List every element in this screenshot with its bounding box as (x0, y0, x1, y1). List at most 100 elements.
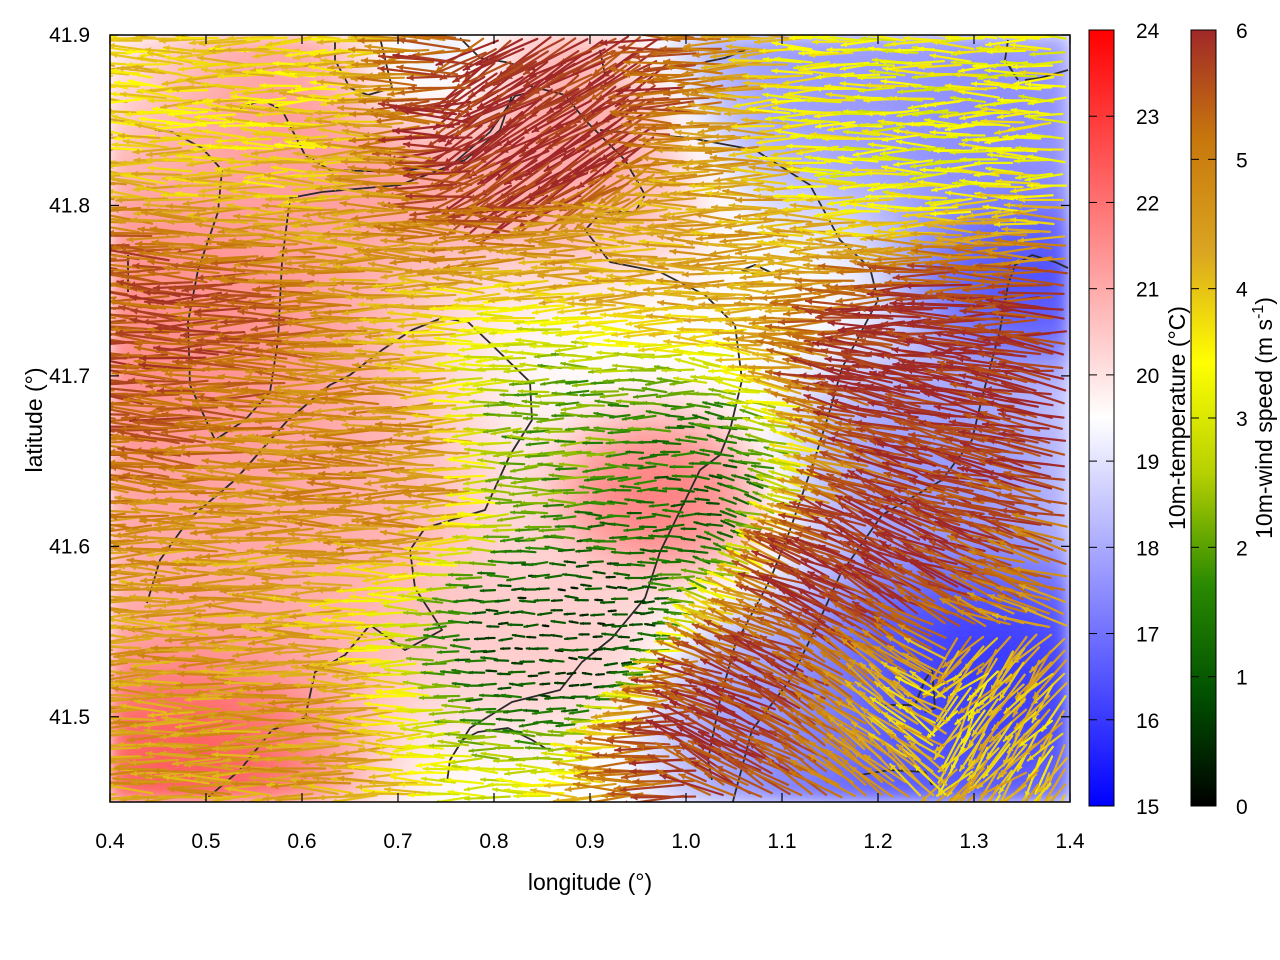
heatmap-cell (529, 700, 551, 723)
heatmap-cell (429, 780, 451, 802)
heatmap-cell (689, 417, 711, 440)
wind-vector (110, 417, 116, 420)
wind-vector (110, 120, 118, 124)
wind-vector (110, 296, 117, 300)
heatmap-cell (469, 619, 491, 642)
heatmap-cell (929, 134, 951, 158)
heatmap-cell (549, 478, 571, 501)
heatmap-cell (769, 175, 791, 198)
heatmap-cell (689, 558, 711, 581)
plot-area (109, 34, 1071, 803)
wind-vector (110, 438, 117, 441)
heatmap-cell (829, 74, 851, 97)
heatmap-cell (489, 538, 511, 561)
heatmap-cell (429, 740, 451, 763)
heatmap-cell (269, 518, 291, 541)
heatmap-cell (529, 599, 551, 622)
heatmap-cell (749, 74, 771, 97)
heatmap-cell (609, 457, 631, 481)
heatmap-cell (569, 619, 591, 642)
heatmap-cell (429, 639, 451, 662)
heatmap-cell (489, 599, 511, 622)
heatmap-cell (509, 659, 531, 682)
heatmap-cell (549, 700, 571, 723)
heatmap-cell (509, 599, 531, 622)
heatmap-cell (609, 700, 631, 723)
heatmap-cell (529, 639, 551, 662)
wind-vector (110, 234, 117, 237)
heatmap-cell (469, 478, 491, 501)
wind-vector (110, 148, 113, 151)
heatmap-cell (709, 417, 731, 440)
heatmap-cell (489, 659, 511, 682)
heatmap-cell (549, 659, 571, 682)
wind-vector (110, 488, 114, 491)
heatmap-cell (649, 235, 671, 259)
heatmap-cell (569, 538, 591, 561)
heatmap-cell (749, 417, 771, 440)
heatmap-cell (589, 639, 611, 662)
heatmap-cell (769, 276, 791, 299)
wind-vector (110, 220, 118, 224)
heatmap-cell (489, 760, 511, 783)
heatmap-cell (509, 356, 531, 380)
heatmap-cell (1049, 599, 1070, 622)
wind-vector (110, 97, 116, 101)
heatmap-cell (609, 599, 631, 622)
heatmap-cell (369, 639, 391, 662)
heatmap-cell (449, 599, 471, 622)
heatmap-cell (1049, 760, 1070, 783)
wind-vector (110, 401, 116, 406)
heatmap-cell (609, 538, 631, 561)
heatmap-cell (649, 417, 671, 440)
wind-vector (110, 85, 117, 89)
wind-vector (110, 267, 118, 271)
heatmap-cell (309, 720, 331, 743)
wind-vector (110, 527, 115, 530)
heatmap-cell (429, 74, 451, 97)
heatmap-cell (629, 498, 651, 521)
heatmap-cell (469, 700, 491, 723)
heatmap-cell (509, 578, 531, 602)
heatmap-cell (609, 356, 631, 380)
wind-vector (110, 64, 116, 67)
heatmap-cell (569, 478, 591, 501)
heatmap-cell (489, 336, 511, 359)
heatmap-cell (709, 780, 731, 802)
wind-vector (110, 160, 117, 164)
wind-vector (110, 466, 114, 470)
wind-vector (110, 306, 117, 311)
heatmap-cell (929, 619, 951, 642)
heatmap-cell (489, 619, 511, 642)
heatmap-cell (129, 700, 151, 723)
heatmap-cell (529, 356, 551, 380)
heatmap-cell (1049, 235, 1070, 259)
heatmap-cell (389, 599, 411, 622)
heatmap-cell (789, 780, 811, 802)
heatmap-cell (689, 538, 711, 561)
wind-vector (110, 341, 115, 345)
wind-vector (110, 316, 117, 320)
heatmap-cell (609, 639, 631, 662)
heatmap-cell (589, 558, 611, 581)
heatmap-cell (529, 578, 551, 602)
heatmap-cell (1049, 316, 1070, 339)
heatmap-cell (529, 518, 551, 541)
heatmap-cell (509, 740, 531, 763)
heatmap-cell (1049, 296, 1070, 319)
heatmap-cell (609, 578, 631, 602)
heatmap-cell (429, 659, 451, 682)
wind-vector (110, 429, 116, 433)
heatmap-cell (309, 74, 331, 97)
heatmap-cell (169, 74, 191, 97)
heatmap-cell (1049, 457, 1070, 481)
wind-vector (110, 451, 117, 455)
heatmap-cell (1049, 114, 1070, 137)
heatmap-cell (649, 296, 671, 319)
heatmap-cell (229, 397, 251, 420)
wind-vector (110, 112, 116, 115)
heatmap-cell (289, 578, 311, 602)
wind-vector (110, 328, 115, 331)
wind-vector (110, 478, 116, 481)
